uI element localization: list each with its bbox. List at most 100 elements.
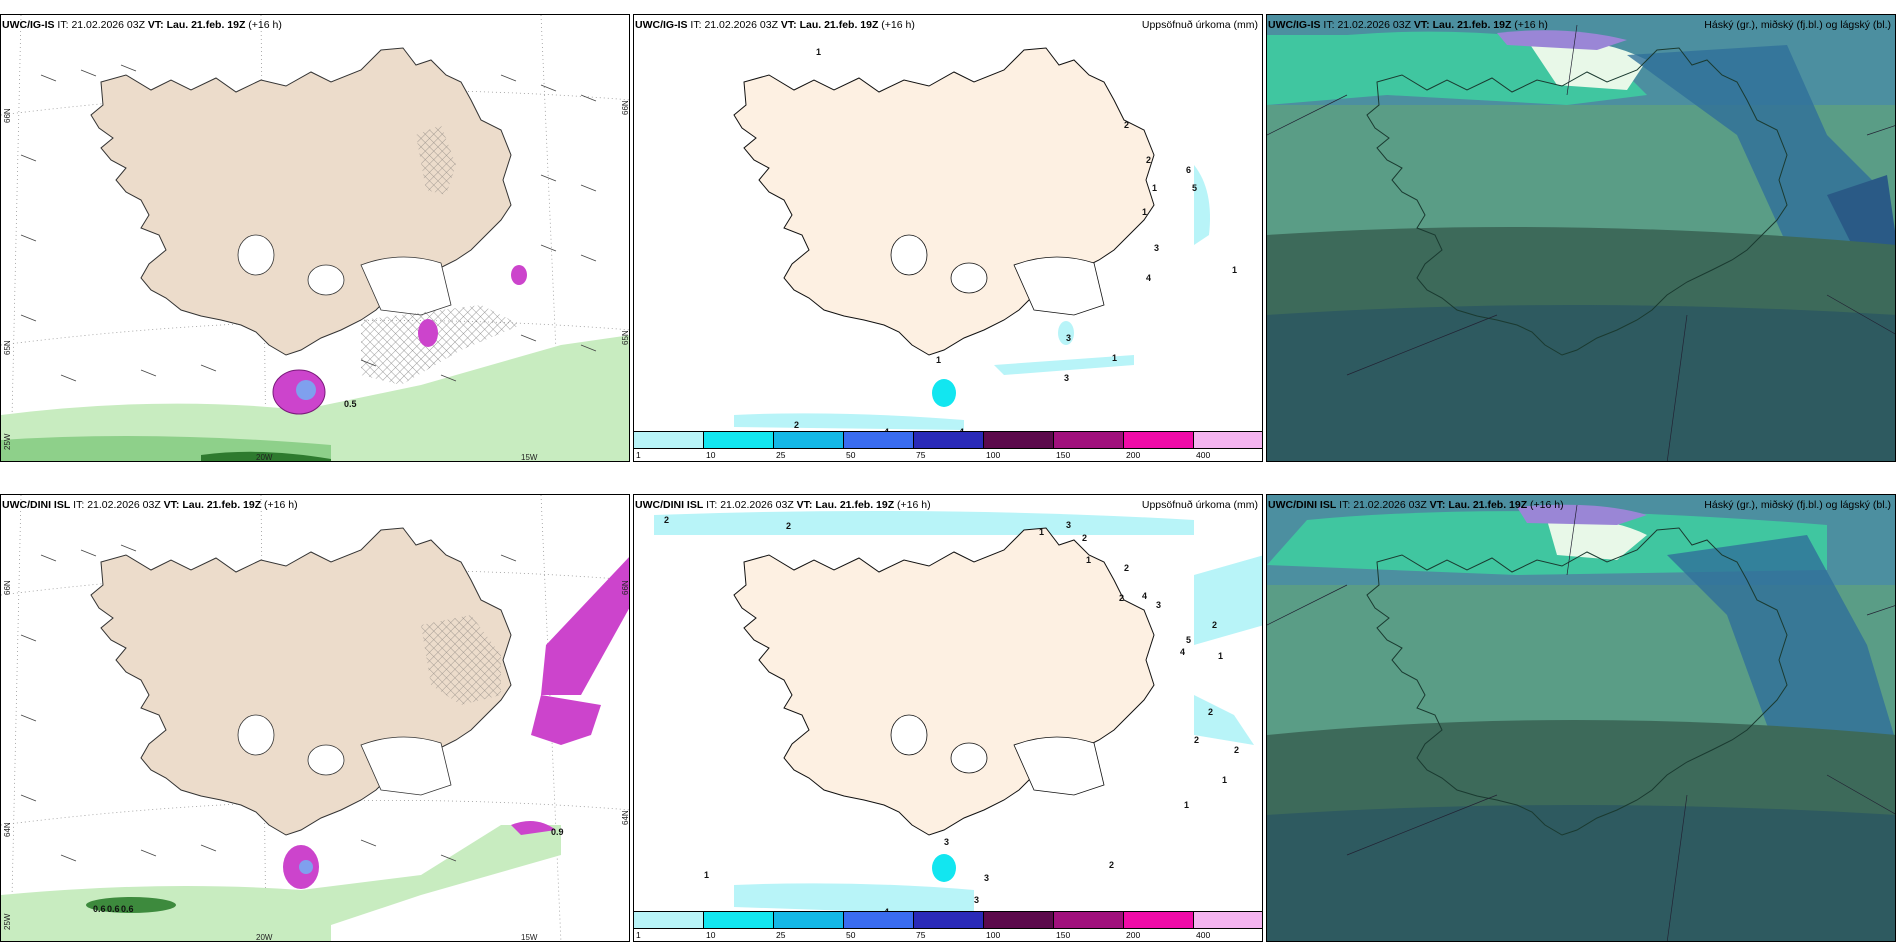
panel-precip-dini: UWC/DINI ISL IT: 21.02.2026 03Z VT: Lau.… xyxy=(633,494,1263,942)
colorbar-tick: 1 xyxy=(636,930,641,940)
precip-label: 2 xyxy=(1119,593,1125,603)
precip-label: 1 xyxy=(1222,775,1228,785)
precip-label: 4 xyxy=(1146,273,1152,283)
precip-label: 3 xyxy=(1154,243,1160,253)
colorbar-cell xyxy=(1054,912,1124,928)
panel-title: UWC/DINI ISL IT: 21.02.2026 03Z VT: Lau.… xyxy=(1268,499,1564,511)
precip-label: 2 xyxy=(1208,707,1214,717)
colorbar-cell xyxy=(844,912,914,928)
precip-label: 1 xyxy=(1218,651,1224,661)
panel-wind-igis: UWC/IG-IS IT: 21.02.2026 03Z VT: Lau. 21… xyxy=(0,14,630,462)
lon-label-20w: 20W xyxy=(256,453,273,462)
lon-label-15w: 15W xyxy=(521,453,538,462)
contour-label: 0.6 xyxy=(93,904,106,914)
colorbar-cell xyxy=(844,432,914,448)
precip-label: 3 xyxy=(984,873,990,883)
precip-colorbar: 1 10 25 50 75 100 150 200 400 xyxy=(634,431,1262,461)
lat-label-66: 66N xyxy=(3,108,12,123)
colorbar-tick: 200 xyxy=(1126,930,1141,940)
panel-variable-label: Uppsöfnuð úrkoma (mm) xyxy=(1141,499,1258,511)
precip-label: 3 xyxy=(1064,373,1070,383)
colorbar-cell xyxy=(704,912,774,928)
precip-label: 3 xyxy=(944,837,950,847)
colorbar-tick: 50 xyxy=(846,450,856,460)
precip-label: 3 xyxy=(1156,600,1162,610)
precip-label: 1 xyxy=(1039,527,1045,537)
lon-label-25w: 25W xyxy=(3,913,12,930)
precip-label: 2 xyxy=(1146,155,1152,165)
precip-label: 2 xyxy=(664,515,670,525)
colorbar-tick: 10 xyxy=(706,450,716,460)
colorbar-cell xyxy=(1124,432,1194,448)
colorbar-tick: 400 xyxy=(1196,450,1211,460)
colorbar-cell xyxy=(774,912,844,928)
panel-wind-dini: UWC/DINI ISL IT: 21.02.2026 03Z VT: Lau.… xyxy=(0,494,630,942)
precip-label: 1 xyxy=(936,355,942,365)
colorbar-tick: 75 xyxy=(916,930,926,940)
lon-label-25w: 25W xyxy=(3,433,12,450)
colorbar-cell xyxy=(704,432,774,448)
colorbar-tick: 1 xyxy=(636,450,641,460)
precip-label: 2 xyxy=(1124,120,1130,130)
contour-label: 0.6 xyxy=(121,904,134,914)
map-precip-dini xyxy=(634,495,1262,941)
colorbar-tick: 25 xyxy=(776,450,786,460)
precip-label: 2 xyxy=(1194,735,1200,745)
precip-label: 5 xyxy=(1186,635,1192,645)
panel-title: UWC/DINI ISL IT: 21.02.2026 03Z VT: Lau.… xyxy=(635,499,931,511)
colorbar-tick: 25 xyxy=(776,930,786,940)
precip-label: 2 xyxy=(786,521,792,531)
precip-label: 6 xyxy=(1186,165,1192,175)
colorbar-cell xyxy=(774,432,844,448)
colorbar-cell xyxy=(984,432,1054,448)
precip-label: 2 xyxy=(1082,533,1088,543)
colorbar-tick: 50 xyxy=(846,930,856,940)
colorbar-cell xyxy=(984,912,1054,928)
colorbar-cell xyxy=(634,432,704,448)
precip-label: 2 xyxy=(1109,860,1115,870)
precip-label: 2 xyxy=(1234,745,1240,755)
precip-label: 2 xyxy=(1124,563,1130,573)
precip-label: 1 xyxy=(1086,555,1092,565)
panel-title: UWC/IG-IS IT: 21.02.2026 03Z VT: Lau. 21… xyxy=(1268,19,1548,31)
precip-label: 2 xyxy=(794,420,800,430)
colorbar-tick: 150 xyxy=(1056,930,1071,940)
colorbar-tick: 75 xyxy=(916,450,926,460)
colorbar-cell xyxy=(1124,912,1194,928)
panel-variable-label: Háský (gr.), miðský (fj.bl.) og lágský (… xyxy=(1704,499,1891,511)
precip-label: 2 xyxy=(1212,620,1218,630)
precip-label: 3 xyxy=(1066,333,1072,343)
lat-label-64-right: 64N xyxy=(621,810,630,825)
precip-label: 1 xyxy=(1232,265,1238,275)
panel-variable-label: Uppsöfnuð úrkoma (mm) xyxy=(1141,19,1258,31)
colorbar-cell xyxy=(914,912,984,928)
lon-label-20w: 20W xyxy=(256,933,273,942)
map-clouds-dini xyxy=(1267,495,1895,941)
panel-precip-igis: UWC/IG-IS IT: 21.02.2026 03Z VT: Lau. 21… xyxy=(633,14,1263,462)
lat-label-66-right: 66N xyxy=(621,100,630,115)
precip-label: 1 xyxy=(816,47,822,57)
colorbar-tick: 100 xyxy=(986,450,1001,460)
map-wind-dini xyxy=(1,495,629,941)
colorbar-tick: 200 xyxy=(1126,450,1141,460)
colorbar-cell xyxy=(1194,912,1262,928)
lon-label-15w: 15W xyxy=(521,933,538,942)
colorbar-tick: 400 xyxy=(1196,930,1211,940)
lat-label-65: 65N xyxy=(3,340,12,355)
precip-label: 1 xyxy=(1112,353,1118,363)
panel-title: UWC/DINI ISL IT: 21.02.2026 03Z VT: Lau.… xyxy=(2,499,298,511)
map-clouds-igis xyxy=(1267,15,1895,461)
contour-label: 0.5 xyxy=(344,399,357,409)
map-wind-igis xyxy=(1,15,629,461)
precip-label: 4 xyxy=(1142,591,1148,601)
colorbar-cell xyxy=(1194,432,1262,448)
precip-label: 3 xyxy=(1066,520,1072,530)
precip-label: 3 xyxy=(974,895,980,905)
lat-label-66: 66N xyxy=(3,580,12,595)
panel-clouds-igis: UWC/IG-IS IT: 21.02.2026 03Z VT: Lau. 21… xyxy=(1266,14,1896,462)
precip-label: 1 xyxy=(704,870,710,880)
contour-label: 0.6 xyxy=(107,904,120,914)
precip-label: 1 xyxy=(1142,207,1148,217)
panel-variable-label: Háský (gr.), miðský (fj.bl.) og lágský (… xyxy=(1704,19,1891,31)
lat-label-65-right: 65N xyxy=(621,330,630,345)
